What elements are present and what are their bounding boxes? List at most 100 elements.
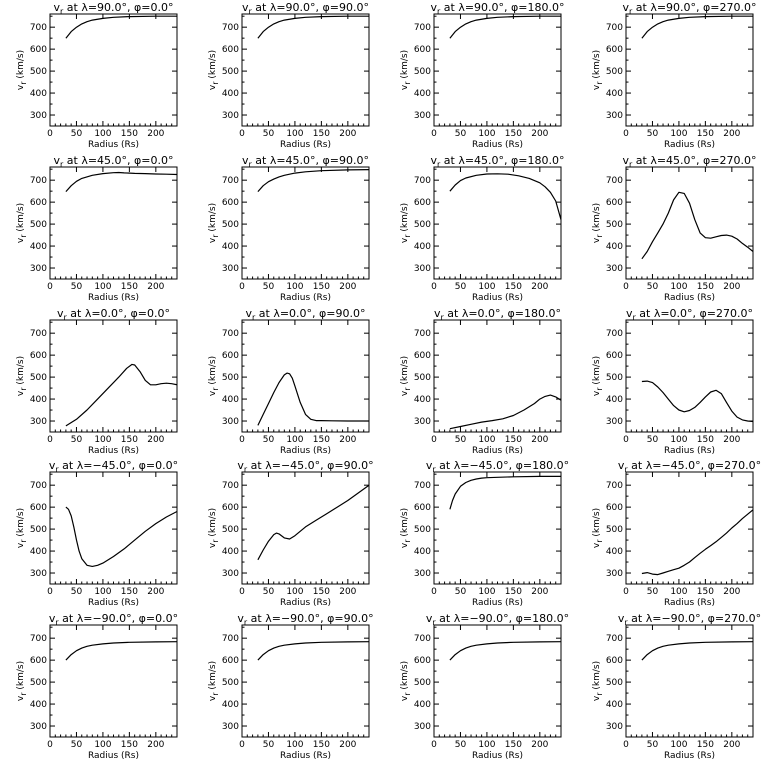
y-tick-label: 700: [606, 176, 623, 186]
x-axis-label: Radius (Rs): [472, 446, 523, 456]
x-tick-label: 150: [505, 587, 522, 597]
plot-frame: [241, 166, 370, 280]
y-axis-label: vr (km/s): [592, 203, 604, 243]
x-tick-label: 150: [505, 740, 522, 750]
x-tick-label: 0: [623, 435, 629, 445]
x-tick-label: 150: [121, 740, 138, 750]
y-tick-label: 700: [30, 23, 47, 33]
y-tick-label: 500: [30, 525, 47, 535]
x-tick-label: 50: [71, 435, 83, 445]
y-tick-label: 300: [606, 264, 623, 274]
x-tick-label: 50: [647, 435, 659, 445]
x-tick-label: 50: [455, 129, 467, 139]
y-tick-label: 300: [606, 569, 623, 579]
panel-title: vr at λ=−45.0°, φ=0.0°: [49, 459, 178, 474]
plot-frame: [625, 319, 754, 433]
x-tick-label: 0: [239, 435, 245, 445]
y-tick-label: 400: [222, 89, 239, 99]
x-tick-label: 0: [47, 435, 53, 445]
x-tick-label: 150: [505, 282, 522, 292]
y-tick-label: 300: [222, 569, 239, 579]
x-tick-label: 50: [263, 740, 275, 750]
y-tick-label: 500: [222, 678, 239, 688]
plot-frame: [241, 471, 370, 585]
y-tick-label: 500: [414, 373, 431, 383]
x-tick-label: 100: [286, 740, 303, 750]
x-tick-label: 100: [670, 435, 687, 445]
y-tick-label: 700: [414, 634, 431, 644]
x-tick-label: 150: [313, 282, 330, 292]
y-tick-label: 600: [222, 45, 239, 55]
x-tick-label: 50: [455, 282, 467, 292]
y-tick-label: 700: [606, 634, 623, 644]
y-tick-label: 300: [606, 111, 623, 121]
panel-title: vr at λ=45.0°, φ=90.0°: [242, 154, 369, 169]
series-line: [257, 372, 369, 426]
y-axis-label: vr (km/s): [400, 661, 412, 701]
panel-title: vr at λ=90.0°, φ=90.0°: [242, 1, 369, 16]
x-axis-label: Radius (Rs): [280, 293, 331, 303]
x-tick-label: 100: [94, 282, 111, 292]
x-tick-label: 200: [147, 740, 164, 750]
y-axis-label: vr (km/s): [208, 661, 220, 701]
y-tick-label: 500: [222, 67, 239, 77]
y-tick-label: 300: [222, 111, 239, 121]
panel-18: vr at λ=−90.0°, φ=90.0° 0 50 100 150 200 300 40…: [208, 612, 374, 761]
y-tick-label: 700: [222, 329, 239, 339]
y-tick-label: 600: [606, 198, 623, 208]
panel-20: vr at λ=−90.0°, φ=270.0° 0 50 100 150 200 300 4…: [592, 612, 761, 761]
panel-8: vr at λ=45.0°, φ=270.0° 0 50 100 150 200 300 40…: [592, 154, 757, 303]
x-tick-label: 100: [286, 129, 303, 139]
x-tick-label: 50: [263, 435, 275, 445]
y-tick-label: 400: [222, 700, 239, 710]
y-tick-label: 400: [414, 395, 431, 405]
panel-title: vr at λ=−90.0°, φ=0.0°: [49, 612, 178, 627]
y-axis-label: vr (km/s): [592, 661, 604, 701]
x-axis-label: Radius (Rs): [88, 751, 139, 761]
series-line: [641, 641, 753, 661]
panel-15: vr at λ=−45.0°, φ=180.0° 0 50 100 150 200 300 4…: [400, 459, 569, 608]
y-tick-label: 700: [606, 329, 623, 339]
y-tick-label: 600: [606, 656, 623, 666]
y-tick-label: 600: [222, 198, 239, 208]
series-line: [641, 509, 753, 576]
y-tick-label: 500: [606, 220, 623, 230]
plot-frame: [49, 166, 178, 280]
x-tick-label: 50: [455, 587, 467, 597]
x-axis-label: Radius (Rs): [280, 751, 331, 761]
panel-2: vr at λ=90.0°, φ=90.0° 0 50 100 150 200 300 400…: [208, 1, 370, 150]
y-tick-label: 700: [414, 329, 431, 339]
y-tick-label: 400: [30, 547, 47, 557]
x-axis-label: Radius (Rs): [664, 446, 715, 456]
panel-13: vr at λ=−45.0°, φ=0.0° 0 50 100 150 200 300 400…: [16, 459, 178, 608]
panel-title: vr at λ=90.0°, φ=180.0°: [430, 1, 564, 16]
x-tick-label: 100: [478, 129, 495, 139]
x-tick-label: 0: [239, 282, 245, 292]
x-axis-label: Radius (Rs): [664, 140, 715, 150]
x-axis-label: Radius (Rs): [472, 293, 523, 303]
y-tick-label: 300: [30, 264, 47, 274]
y-tick-label: 300: [30, 417, 47, 427]
y-tick-label: 500: [222, 373, 239, 383]
x-tick-label: 200: [339, 587, 356, 597]
series-line: [449, 641, 561, 661]
x-tick-label: 50: [71, 282, 83, 292]
panel-title: vr at λ=−45.0°, φ=270.0°: [618, 459, 761, 474]
x-tick-label: 200: [147, 282, 164, 292]
x-tick-label: 200: [339, 435, 356, 445]
y-tick-label: 400: [30, 242, 47, 252]
panel-title: vr at λ=0.0°, φ=270.0°: [626, 307, 753, 322]
x-tick-label: 150: [697, 435, 714, 445]
y-axis-label: vr (km/s): [400, 508, 412, 548]
y-tick-label: 400: [414, 700, 431, 710]
y-axis-label: vr (km/s): [592, 50, 604, 90]
series-line: [65, 506, 177, 568]
x-tick-label: 50: [455, 435, 467, 445]
x-tick-label: 200: [723, 435, 740, 445]
y-tick-label: 600: [222, 503, 239, 513]
x-tick-label: 0: [47, 587, 53, 597]
x-tick-label: 100: [94, 435, 111, 445]
y-tick-label: 700: [30, 329, 47, 339]
x-tick-label: 200: [147, 129, 164, 139]
